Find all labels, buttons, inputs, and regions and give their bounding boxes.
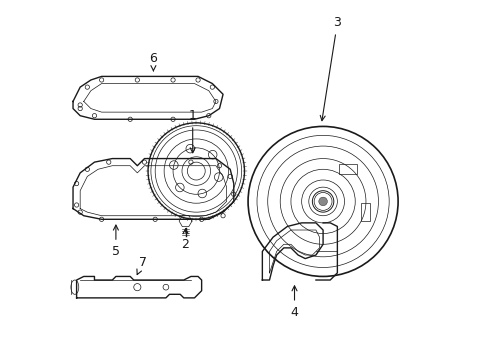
Text: 1: 1 xyxy=(188,109,196,153)
Bar xyxy=(339,164,356,174)
Text: 7: 7 xyxy=(137,256,146,275)
Text: 4: 4 xyxy=(290,286,298,319)
Bar xyxy=(361,203,370,221)
Text: 2: 2 xyxy=(181,229,189,251)
Text: 6: 6 xyxy=(149,52,157,71)
Circle shape xyxy=(318,197,326,206)
Text: 3: 3 xyxy=(320,16,341,121)
Text: 5: 5 xyxy=(112,225,120,258)
